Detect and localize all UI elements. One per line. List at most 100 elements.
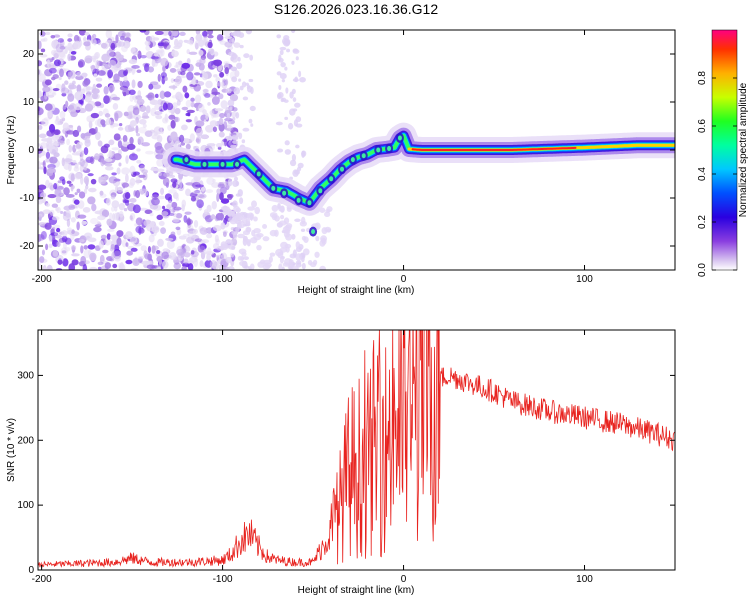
- ridge-blob-core: [256, 171, 261, 177]
- noise-blob: [55, 134, 63, 140]
- spectrogram-x-tick-label: 100: [576, 274, 593, 285]
- noise-blob: [103, 95, 112, 104]
- noise-blob: [193, 72, 201, 76]
- noise-blob: [72, 80, 76, 85]
- noise-blob: [232, 140, 238, 145]
- noise-blob: [47, 193, 57, 199]
- noise-blob: [67, 53, 72, 62]
- noise-blob: [69, 70, 76, 79]
- noise-blob: [161, 75, 166, 85]
- spectrogram-x-label: Height of straight line (km): [298, 285, 415, 296]
- noise-blob: [51, 216, 60, 221]
- noise-blob: [90, 217, 99, 225]
- noise-blob: [168, 200, 173, 207]
- noise-blob: [144, 209, 153, 215]
- ridge-blob-core: [271, 185, 276, 191]
- noise-blob: [78, 239, 85, 243]
- ridge-blob-core: [311, 229, 316, 235]
- noise-blob: [38, 73, 46, 83]
- noise-blob: [116, 237, 122, 247]
- noise-blob: [269, 252, 276, 257]
- noise-blob: [52, 74, 59, 80]
- noise-blob: [207, 48, 214, 55]
- noise-blob: [326, 228, 331, 233]
- noise-blob: [141, 142, 151, 147]
- noise-blob: [135, 175, 141, 185]
- noise-blob: [97, 39, 102, 46]
- noise-blob: [210, 110, 215, 119]
- noise-blob: [82, 206, 91, 213]
- noise-blob: [88, 187, 97, 193]
- noise-blob: [51, 92, 57, 96]
- noise-blob: [76, 84, 82, 94]
- noise-blob: [301, 262, 306, 270]
- noise-blob: [283, 99, 289, 103]
- noise-blob: [61, 157, 65, 167]
- noise-blob: [235, 207, 241, 213]
- noise-blob: [231, 37, 235, 45]
- noise-blob: [271, 204, 279, 212]
- noise-blob: [41, 138, 50, 142]
- noise-blob: [219, 112, 226, 119]
- noise-blob: [44, 222, 52, 230]
- noise-blob: [239, 85, 244, 91]
- noise-blob: [241, 139, 246, 144]
- ridge-blob-core: [387, 146, 392, 152]
- noise-blob: [154, 30, 164, 36]
- noise-blob: [216, 142, 223, 148]
- noise-blob: [171, 50, 179, 58]
- noise-blob: [125, 231, 133, 240]
- noise-blob: [185, 143, 191, 150]
- noise-blob: [118, 123, 123, 127]
- noise-blob: [277, 57, 284, 63]
- noise-blob: [285, 87, 289, 94]
- noise-blob: [103, 143, 110, 148]
- noise-blob: [280, 241, 288, 249]
- noise-blob: [97, 261, 104, 266]
- noise-blob: [189, 133, 195, 142]
- noise-blob: [205, 80, 213, 89]
- noise-blob: [110, 243, 116, 250]
- noise-blob: [137, 50, 142, 60]
- noise-blob: [84, 31, 90, 36]
- noise-blob: [238, 248, 247, 255]
- noise-blob: [279, 247, 288, 253]
- noise-blob: [51, 203, 59, 208]
- noise-blob: [147, 66, 155, 73]
- noise-blob: [52, 250, 59, 257]
- noise-blob: [47, 109, 53, 118]
- noise-blob: [151, 197, 160, 206]
- noise-blob: [76, 71, 82, 77]
- noise-blob: [193, 83, 202, 92]
- noise-blob: [197, 193, 207, 199]
- noise-blob: [170, 231, 176, 237]
- noise-blob: [190, 250, 195, 255]
- noise-blob: [85, 96, 90, 101]
- noise-blob: [213, 74, 218, 78]
- noise-blob: [38, 60, 43, 67]
- noise-blob: [315, 235, 320, 242]
- noise-blob: [83, 176, 90, 185]
- noise-blob: [181, 106, 189, 111]
- noise-blob: [283, 258, 292, 266]
- noise-blob: [108, 59, 117, 69]
- noise-blob: [307, 259, 313, 266]
- noise-blob: [154, 103, 163, 111]
- noise-blob: [216, 188, 222, 195]
- noise-blob: [129, 136, 134, 145]
- spectrogram-y-label: Frequency (Hz): [6, 116, 17, 185]
- noise-blob: [79, 235, 87, 244]
- noise-blob: [192, 228, 198, 234]
- noise-blob: [75, 150, 81, 156]
- noise-blob: [76, 125, 82, 133]
- noise-blob: [96, 221, 101, 227]
- noise-blob: [148, 83, 154, 90]
- noise-blob: [122, 134, 128, 143]
- noise-blob: [156, 265, 161, 270]
- noise-blob: [182, 233, 190, 237]
- noise-blob: [154, 110, 163, 116]
- noise-blob: [125, 259, 133, 265]
- noise-blob: [151, 98, 156, 105]
- noise-blob: [172, 102, 178, 109]
